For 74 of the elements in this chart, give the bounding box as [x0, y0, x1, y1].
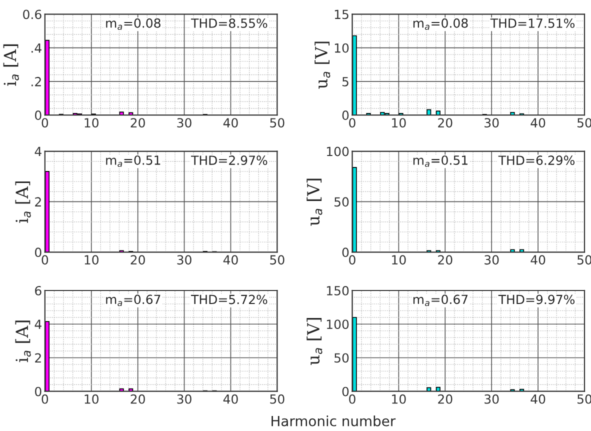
annotation: THD=8.55% — [191, 18, 268, 28]
x-tick-label: 30 — [484, 255, 499, 265]
y-tick-label: 0 — [35, 386, 42, 396]
y-tick-label: 0 — [342, 110, 349, 120]
y-axis-title: i$_{a}$ [A] — [15, 181, 31, 223]
y-tick-label: 5 — [342, 77, 348, 86]
x-tick-label: 10 — [392, 394, 406, 404]
x-tick-label: 10 — [392, 255, 406, 265]
y-tick-label: 4 — [34, 320, 42, 329]
y-tick-label: 0 — [342, 248, 349, 258]
y-tick-label: 4 — [34, 146, 42, 156]
x-tick-label: 0 — [42, 255, 48, 265]
y-axis-title: i$_{a}$ [A] — [15, 320, 31, 362]
x-tick-label: 20 — [130, 394, 145, 404]
x-tick-label: 40 — [530, 118, 546, 128]
y-axis-title: u$_{a}$ [V] — [306, 178, 322, 226]
annotation: m$_{a}$=0.67 — [106, 294, 160, 306]
x-tick-label: 30 — [484, 394, 499, 404]
x-tick-label: 40 — [223, 118, 238, 128]
x-tick-label: 10 — [392, 118, 406, 128]
y-tick-label: 150 — [326, 286, 349, 296]
x-tick-label: 30 — [177, 394, 192, 404]
x-tick-label: 30 — [177, 255, 192, 265]
y-tick-label: 0 — [35, 248, 42, 258]
y-tick-label: 100 — [326, 146, 349, 156]
annotation: THD=6.29% — [498, 156, 575, 165]
y-axis-title: u$_{a}$ [V] — [306, 318, 322, 365]
x-tick-label: 20 — [438, 255, 452, 265]
x-tick-label: 20 — [438, 118, 452, 128]
y-tick-label: 2 — [35, 353, 41, 362]
x-tick-label: 10 — [84, 394, 98, 404]
annotation: m$_{a}$=0.51 — [413, 155, 468, 167]
y-axis-title: i$_{a}$ [A] — [3, 44, 19, 86]
x-tick-label: 50 — [270, 394, 284, 404]
y-tick-label: 100 — [326, 320, 349, 330]
x-tick-label: 20 — [130, 255, 145, 265]
y-axis-title: u$_{a}$ [V] — [314, 42, 330, 89]
x-tick-label: 40 — [530, 255, 546, 265]
annotation: THD=2.97% — [191, 156, 268, 165]
x-tick-label: 0 — [349, 118, 356, 128]
y-tick-label: 50 — [334, 353, 349, 363]
x-tick-label: 10 — [84, 118, 98, 128]
y-tick-label: 2 — [35, 197, 41, 206]
annotation: m$_{a}$=0.67 — [413, 294, 468, 306]
y-tick-label: .4 — [32, 43, 42, 53]
annotation: THD=9.97% — [498, 294, 575, 304]
annotation: m$_{a}$=0.51 — [106, 155, 160, 167]
x-tick-label: 0 — [349, 255, 356, 265]
annotation: m$_{a}$=0.08 — [106, 18, 160, 30]
y-tick-label: .2 — [32, 76, 41, 86]
x-tick-label: 50 — [270, 118, 284, 128]
y-tick-label: 50 — [334, 197, 349, 207]
x-tick-label: 50 — [270, 255, 284, 265]
x-tick-label: 0 — [42, 394, 48, 404]
y-tick-label: 6 — [35, 286, 42, 296]
y-tick-label: 0 — [342, 386, 349, 396]
x-tick-label: 30 — [177, 118, 192, 128]
x-tick-label: 30 — [484, 118, 499, 128]
x-tick-label: 10 — [84, 255, 98, 265]
x-tick-label: 40 — [223, 255, 238, 265]
x-tick-label: 0 — [349, 394, 356, 404]
x-axis-title: Harmonic number — [272, 416, 396, 426]
y-tick-label: 0 — [35, 110, 42, 120]
x-tick-label: 20 — [130, 118, 145, 128]
x-tick-label: 0 — [42, 118, 48, 128]
x-tick-label: 20 — [438, 394, 452, 404]
x-tick-label: 40 — [223, 394, 238, 404]
y-tick-label: 15 — [334, 10, 348, 20]
y-tick-label: 10 — [334, 43, 349, 53]
annotation: THD=17.51% — [490, 18, 575, 28]
annotation: m$_{a}$=0.08 — [413, 18, 468, 30]
y-tick-label: 0.6 — [23, 10, 42, 20]
x-tick-label: 40 — [530, 394, 546, 404]
annotation: THD=5.72% — [191, 294, 268, 304]
